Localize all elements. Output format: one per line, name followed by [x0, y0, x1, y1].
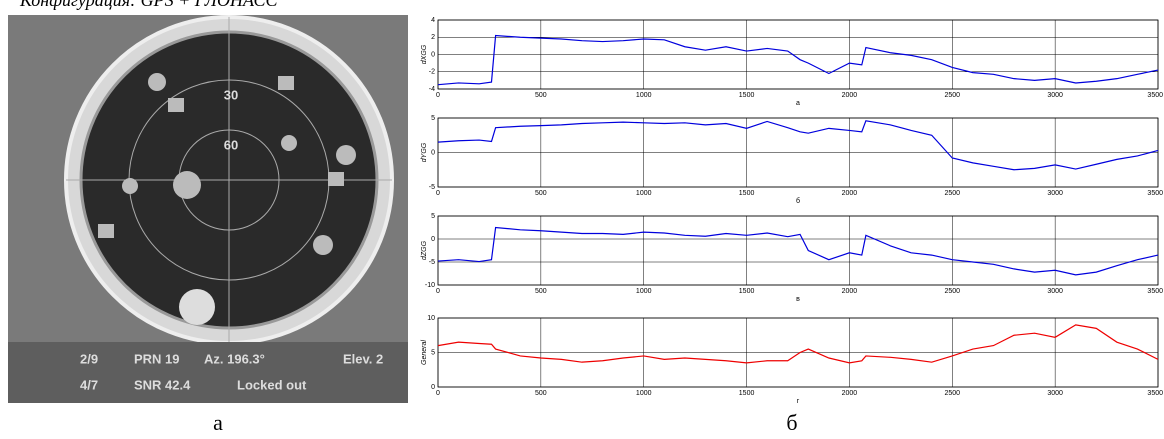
x-tick-label: 1500	[739, 190, 755, 197]
status-text: 4/7	[80, 377, 98, 392]
x-tick-label: 0	[436, 92, 440, 99]
x-tick-label: 500	[535, 288, 547, 295]
y-tick-label: 0	[431, 51, 435, 58]
satellites	[98, 73, 356, 325]
satellite	[328, 172, 344, 186]
y-tick-label: 5	[431, 349, 435, 356]
x-tick-label: 0	[436, 390, 440, 397]
x-tick-label: 0	[436, 190, 440, 197]
x-tick-label: 500	[535, 190, 547, 197]
x-tick-label: 500	[535, 92, 547, 99]
x-tick-label: 500	[535, 390, 547, 397]
y-tick-label: 5	[431, 213, 435, 220]
satellite	[173, 171, 201, 199]
data-line	[437, 34, 1159, 86]
status-text: Az. 196.3°	[204, 351, 265, 366]
x-tick-label: 1000	[636, 390, 652, 397]
header: Конфигурация: GPS + ГЛОНАСС	[19, 0, 278, 10]
plot-area	[437, 215, 1159, 286]
x-tick-label: 2500	[944, 288, 960, 295]
x-axis-label: а	[796, 100, 800, 107]
status-bar	[8, 342, 408, 403]
satellite	[313, 235, 333, 255]
x-tick-label: 2000	[842, 92, 858, 99]
status-text: Locked out	[237, 377, 307, 392]
y-tick-label: 5	[431, 115, 435, 122]
ring-label: 30	[224, 87, 238, 102]
x-tick-label: 3500	[1147, 288, 1163, 295]
x-tick-label: 3000	[1047, 288, 1063, 295]
sky-view: 30 60 2/9 PRN 19 Az. 196.3° Elev. 2 4/7 …	[8, 15, 408, 403]
x-tick-label: 2500	[944, 390, 960, 397]
status-text: PRN 19	[134, 351, 180, 366]
y-axis-label: dYGG	[421, 142, 428, 162]
x-tick-label: 0	[436, 288, 440, 295]
x-tick-label: 2500	[944, 92, 960, 99]
x-tick-label: 2000	[842, 190, 858, 197]
y-tick-label: -5	[429, 184, 435, 191]
x-axis-label: б	[796, 197, 800, 205]
x-axis-label: в	[796, 296, 800, 303]
y-tick-label: 10	[427, 315, 435, 322]
satellite	[281, 135, 297, 151]
x-tick-label: 2000	[842, 390, 858, 397]
x-axis-label: г	[797, 398, 800, 405]
y-tick-label: -4	[429, 86, 435, 93]
y-tick-label: -2	[429, 69, 435, 76]
y-tick-label: 2	[431, 34, 435, 41]
x-tick-label: 3500	[1147, 92, 1163, 99]
satellite	[98, 224, 114, 238]
satellite	[122, 178, 138, 194]
y-axis-label: dZGG	[421, 240, 428, 260]
y-tick-label: 0	[431, 236, 435, 243]
y-tick-label: -10	[425, 282, 435, 289]
x-tick-label: 1000	[636, 92, 652, 99]
x-tick-label: 1000	[636, 288, 652, 295]
x-tick-label: 3000	[1047, 390, 1063, 397]
y-axis-label: dXGG	[421, 44, 428, 64]
satellite	[148, 73, 166, 91]
x-tick-label: 1500	[739, 288, 755, 295]
x-tick-label: 3500	[1147, 190, 1163, 197]
x-tick-label: 1500	[739, 390, 755, 397]
y-axis-label: General	[421, 340, 428, 365]
satellite	[168, 98, 184, 112]
x-tick-label: 1500	[739, 92, 755, 99]
y-tick-label: -5	[429, 259, 435, 266]
x-tick-label: 2500	[944, 190, 960, 197]
x-tick-label: 3000	[1047, 92, 1063, 99]
satellite	[179, 289, 215, 325]
x-tick-label: 3500	[1147, 390, 1163, 397]
x-tick-label: 2000	[842, 288, 858, 295]
y-tick-label: 4	[431, 17, 435, 24]
status-text: Elev. 2	[343, 351, 383, 366]
caption: а	[213, 410, 223, 435]
data-line	[437, 226, 1159, 276]
y-tick-label: 0	[431, 384, 435, 391]
satellite	[278, 76, 294, 90]
status-text: SNR 42.4	[134, 377, 191, 392]
x-tick-label: 3000	[1047, 190, 1063, 197]
y-tick-label: 0	[431, 149, 435, 156]
x-tick-label: 1000	[636, 190, 652, 197]
data-line	[437, 324, 1159, 364]
caption: б	[786, 410, 797, 435]
status-text: 2/9	[80, 351, 98, 366]
satellite	[336, 145, 356, 165]
data-line	[437, 120, 1159, 171]
ring-label: 60	[224, 137, 238, 152]
